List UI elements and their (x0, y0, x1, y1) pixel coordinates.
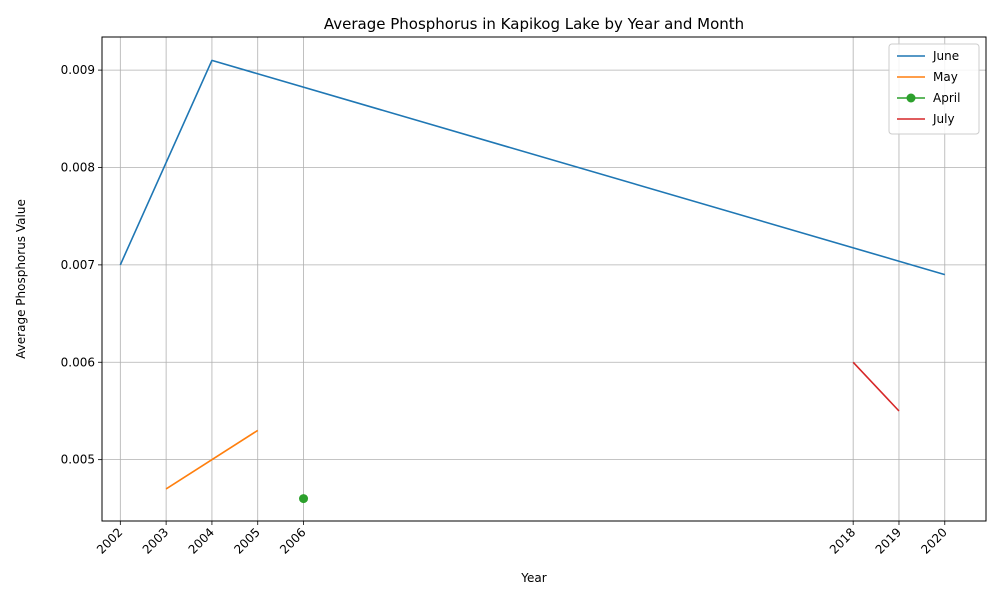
data-point-june (211, 60, 213, 62)
grid-lines (102, 37, 986, 521)
y-tick-label: 0.007 (61, 258, 95, 272)
y-tick-label: 0.008 (61, 160, 95, 174)
data-point-june (120, 264, 122, 266)
data-point-may (257, 430, 259, 432)
y-tick-label: 0.009 (61, 63, 95, 77)
y-tick-label: 0.005 (61, 453, 95, 467)
series-line-july (852, 361, 900, 412)
plot-frame (101, 36, 987, 522)
data-point-july (852, 361, 854, 363)
series-line-june (119, 59, 946, 276)
y-axis-label: Average Phosphorus Value (14, 199, 28, 359)
y-tick-label: 0.006 (61, 355, 95, 369)
legend-box (888, 43, 980, 135)
data-point-june (944, 274, 946, 276)
legend-label-july: July (932, 112, 955, 126)
series-line-may (165, 429, 259, 490)
legend-label-april: April (933, 91, 960, 105)
x-axis-label: Year (520, 571, 546, 585)
series-layer (119, 59, 946, 504)
legend: June May April July (888, 43, 980, 135)
data-point-april (299, 494, 309, 504)
legend-label-may: May (933, 70, 958, 84)
chart-title: Average Phosphorus in Kapikog Lake by Ye… (324, 15, 744, 33)
data-point-may (165, 488, 167, 490)
data-point-july (898, 410, 900, 412)
legend-label-june: June (932, 49, 959, 63)
legend-marker-april (906, 93, 916, 103)
